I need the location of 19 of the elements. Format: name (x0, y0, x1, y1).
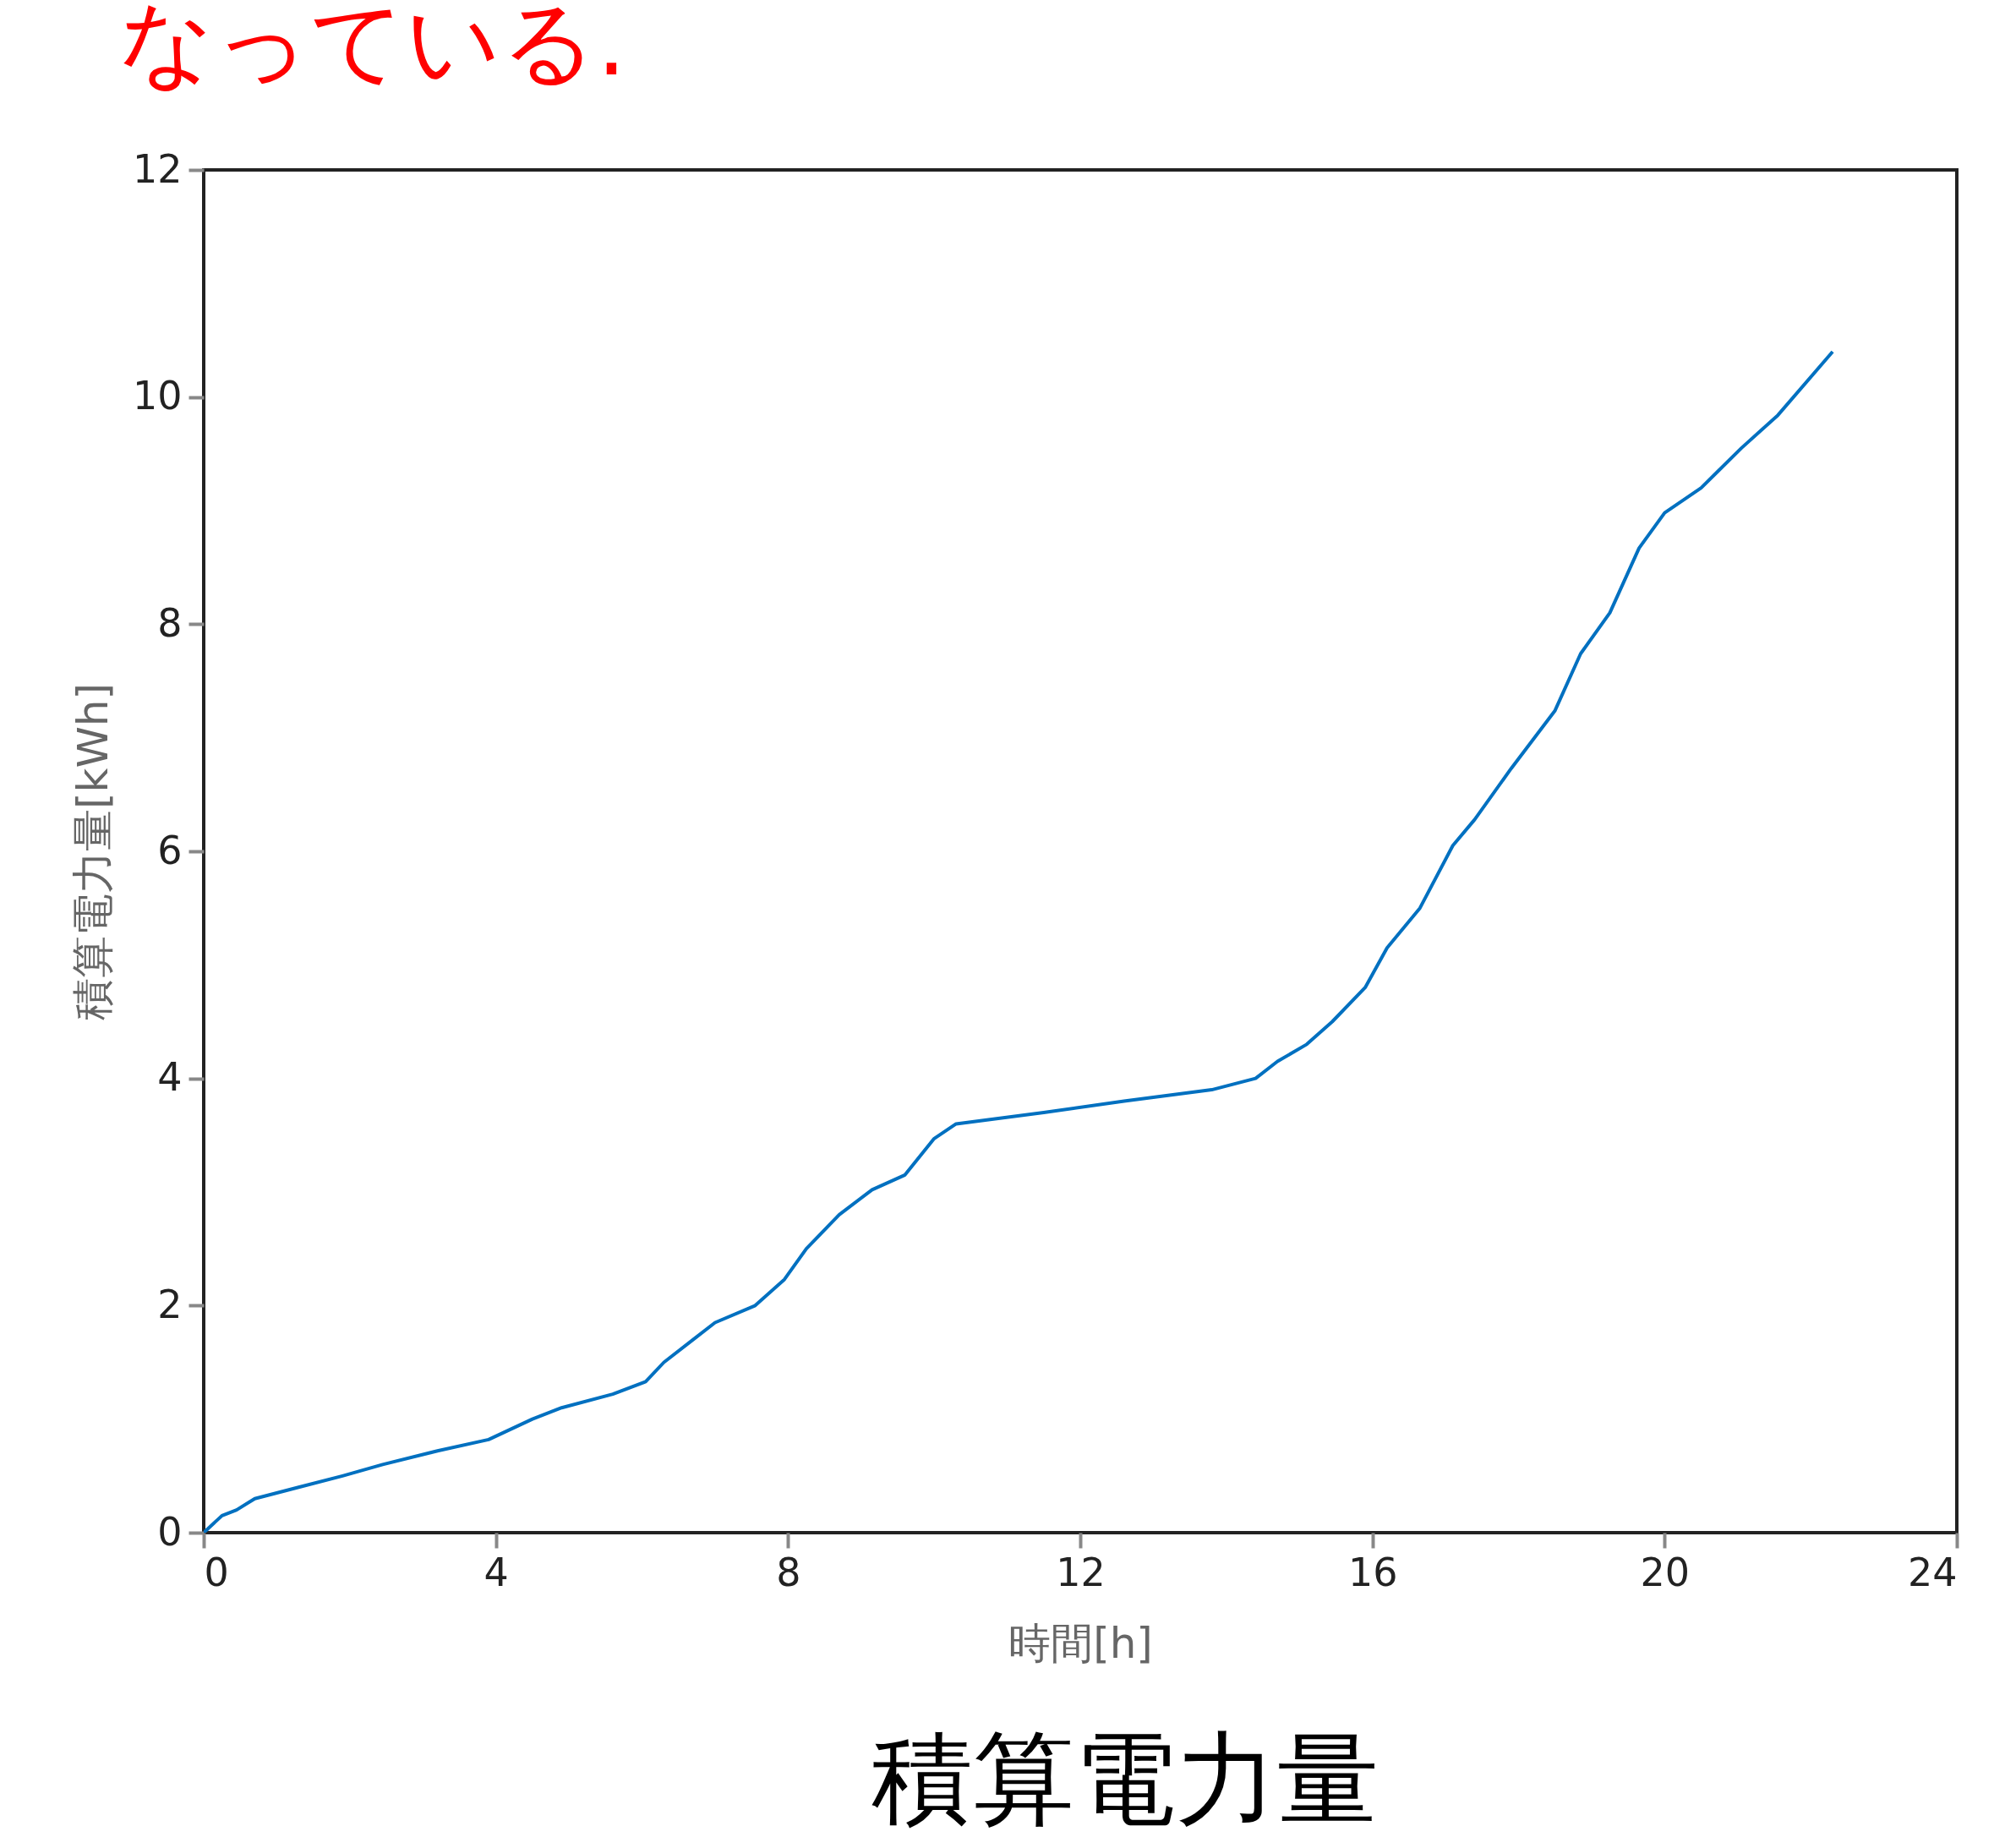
x-tick-label: 20 (1640, 1549, 1691, 1595)
line-series (204, 349, 1835, 1533)
text: なっている. (119, 0, 626, 96)
y-tick-label: 12 (132, 145, 183, 192)
x-tick-label: 16 (1347, 1549, 1398, 1595)
x-tick-label: 24 (1907, 1549, 1958, 1595)
y-axis-title: 積算電力量[kWh] (68, 682, 117, 1021)
y-tick-label: 4 (157, 1054, 183, 1101)
y-tick-label: 2 (157, 1281, 183, 1327)
x-tick-label: 4 (483, 1549, 509, 1595)
x-tick-label: 0 (204, 1549, 229, 1595)
text: 積算電力量 (871, 1720, 1379, 1838)
y-tick-label: 6 (157, 827, 183, 873)
y-tick-label: 0 (157, 1508, 183, 1555)
y-tick-label: 10 (132, 373, 183, 419)
x-axis-title: 時間[h] (1008, 1618, 1153, 1668)
x-tick-label: 12 (1056, 1549, 1106, 1595)
x-tick-label: 8 (776, 1549, 801, 1595)
y-tick-label: 8 (157, 599, 183, 646)
